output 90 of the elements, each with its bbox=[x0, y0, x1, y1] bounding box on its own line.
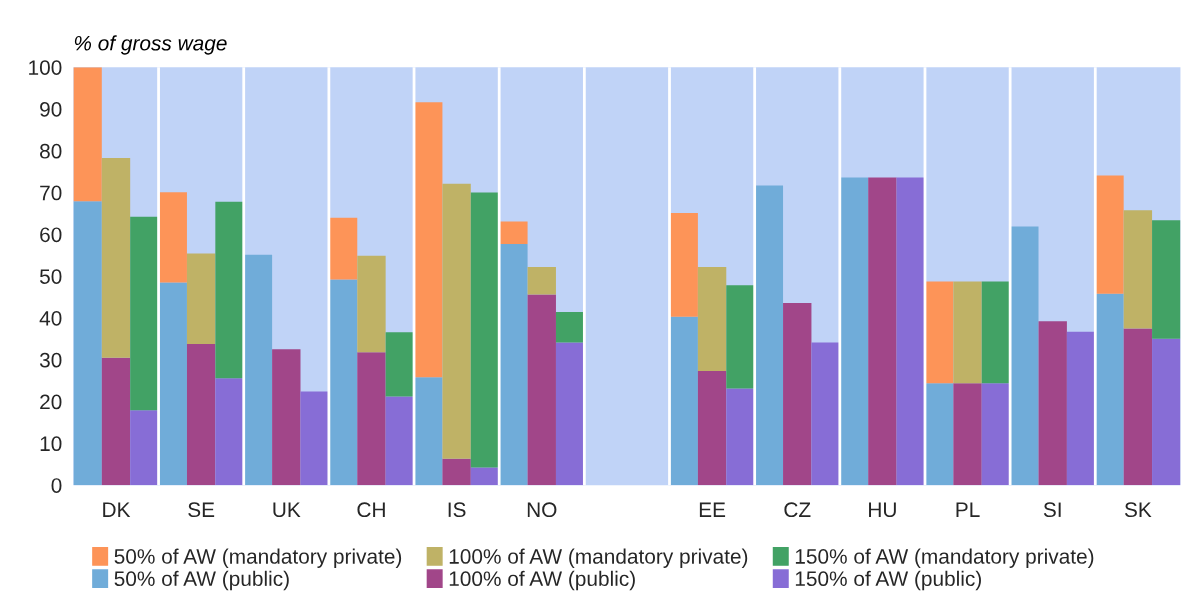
bar bbox=[726, 388, 755, 486]
bar bbox=[385, 332, 415, 397]
x-tick-label: CH bbox=[357, 502, 385, 518]
bar bbox=[499, 243, 528, 486]
bar bbox=[669, 316, 698, 486]
x-tick-label: CZ bbox=[784, 502, 811, 518]
legend-label: 50% of AW (mandatory private) bbox=[114, 548, 402, 568]
bar bbox=[924, 281, 954, 384]
bar bbox=[981, 383, 1011, 486]
bar bbox=[414, 102, 443, 378]
x-tick-label: IS bbox=[448, 502, 466, 518]
x-tick-label: UK bbox=[273, 502, 301, 518]
bar bbox=[1152, 220, 1181, 339]
y-tick-label: 70 bbox=[40, 185, 62, 201]
bar bbox=[328, 217, 358, 280]
bar bbox=[527, 266, 556, 295]
y-tick-label: 60 bbox=[40, 227, 62, 243]
x-tick-label: SK bbox=[1124, 502, 1152, 518]
x-tick-label: SE bbox=[188, 502, 215, 518]
bar bbox=[924, 383, 954, 486]
bar bbox=[73, 201, 102, 486]
bar bbox=[158, 282, 187, 486]
bar bbox=[272, 349, 301, 486]
bar bbox=[130, 410, 159, 486]
bar bbox=[357, 255, 386, 353]
bar bbox=[669, 213, 698, 317]
bar bbox=[953, 383, 982, 486]
bar bbox=[101, 157, 131, 358]
bar bbox=[1123, 210, 1153, 329]
bar bbox=[868, 177, 897, 486]
bar bbox=[754, 185, 784, 486]
bar bbox=[130, 216, 159, 411]
x-tick-label: PL bbox=[956, 502, 980, 517]
x-tick-label: EE bbox=[699, 502, 726, 517]
bar bbox=[186, 253, 216, 344]
bar bbox=[215, 201, 244, 379]
y-tick-label: 80 bbox=[40, 143, 62, 159]
bar bbox=[1152, 338, 1181, 486]
bar bbox=[414, 377, 443, 486]
legend-label: 100% of AW (mandatory private) bbox=[449, 548, 748, 568]
legend-label: 150% of AW (public) bbox=[795, 570, 981, 591]
legend-label: 100% of AW (public) bbox=[449, 570, 635, 591]
bar bbox=[783, 302, 812, 486]
bar bbox=[300, 391, 329, 486]
x-tick-label: HU bbox=[869, 502, 896, 518]
y-tick-label: 40 bbox=[39, 310, 62, 326]
y-tick-label: 90 bbox=[40, 102, 62, 117]
bar bbox=[499, 221, 528, 244]
y-tick-label: 100 bbox=[29, 60, 62, 75]
bar bbox=[385, 396, 415, 486]
x-tick-label: NO bbox=[527, 502, 557, 518]
legend-label: 150% of AW (mandatory private) bbox=[795, 548, 1094, 568]
x-tick-label: DK bbox=[103, 502, 131, 517]
bar bbox=[555, 312, 585, 343]
bar bbox=[981, 281, 1011, 384]
bar bbox=[1066, 331, 1096, 486]
bar bbox=[243, 254, 273, 486]
bar bbox=[73, 67, 102, 202]
y-tick-label: 20 bbox=[40, 394, 62, 410]
bar bbox=[1010, 226, 1039, 486]
bar bbox=[186, 343, 216, 486]
bar bbox=[811, 342, 840, 486]
bar bbox=[896, 177, 925, 486]
y-tick-label: 0 bbox=[51, 478, 62, 493]
bar bbox=[1095, 293, 1124, 486]
bar bbox=[1123, 328, 1153, 486]
y-axis-title: % of gross wage bbox=[74, 35, 227, 55]
bar bbox=[697, 266, 727, 372]
legend-label: 50% of AW (public) bbox=[114, 570, 289, 591]
bar bbox=[442, 183, 471, 459]
bar bbox=[215, 378, 244, 486]
bar bbox=[527, 294, 556, 486]
bar bbox=[101, 357, 131, 486]
bar bbox=[839, 177, 869, 486]
y-tick-label: 10 bbox=[40, 436, 62, 452]
bar bbox=[470, 192, 500, 468]
bar bbox=[328, 279, 358, 486]
bar bbox=[357, 352, 386, 486]
y-tick-label: 30 bbox=[39, 352, 62, 368]
bar bbox=[953, 281, 982, 384]
bar bbox=[442, 458, 471, 486]
bar bbox=[470, 467, 500, 486]
x-tick-label: SI bbox=[1043, 502, 1061, 518]
bar bbox=[1038, 321, 1067, 486]
bar bbox=[555, 342, 585, 486]
y-tick-label: 50 bbox=[39, 269, 62, 284]
bar bbox=[726, 285, 755, 389]
bar bbox=[697, 371, 727, 486]
bar bbox=[1095, 175, 1124, 294]
bar bbox=[158, 192, 187, 283]
